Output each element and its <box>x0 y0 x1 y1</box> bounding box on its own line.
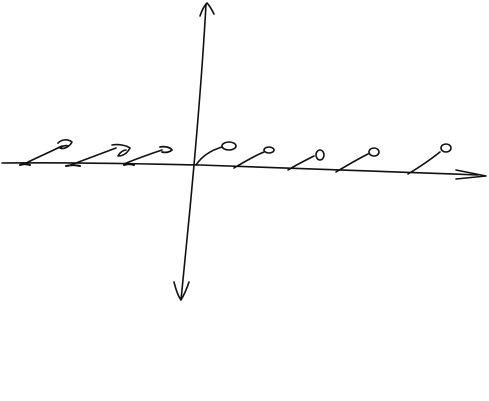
stem-left-2-head <box>111 143 131 157</box>
stem-right-3 <box>287 149 325 171</box>
vertical-axis-arrowhead-up <box>199 2 215 17</box>
vertical-axis-arrowhead-down <box>173 281 190 301</box>
horizontal-axis-arrowhead-right <box>455 169 487 180</box>
stem-right-4 <box>335 147 380 173</box>
stem-left-2 <box>65 143 131 167</box>
stem-right-5 <box>407 143 452 175</box>
stem-right-4-circle <box>368 147 380 157</box>
stem-right-3-circle <box>315 149 325 161</box>
stem-left-3 <box>123 145 173 166</box>
stem-right-2-circle <box>263 146 275 154</box>
vertical-axis <box>180 3 207 301</box>
stem-left-1 <box>19 139 73 166</box>
stem-right-5-circle <box>440 143 452 153</box>
stem-left-1-head <box>57 139 73 150</box>
stem-right-2 <box>233 146 275 169</box>
stem-right-1 <box>195 141 237 166</box>
stem-right-1-circle <box>221 141 237 151</box>
stem-left-3-head <box>159 145 173 154</box>
